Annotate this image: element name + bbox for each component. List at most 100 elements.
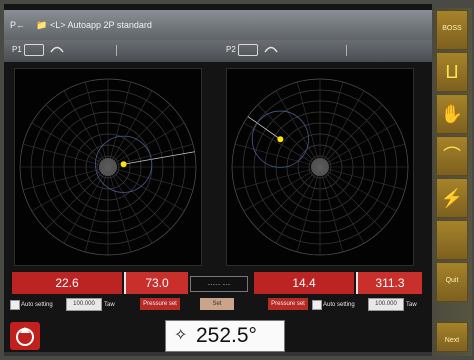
sidebar-button-hand[interactable]: ✋ bbox=[436, 94, 468, 134]
tolerance-ring bbox=[251, 110, 309, 168]
polar-spoke bbox=[296, 166, 321, 253]
angle-value: 252.5° bbox=[196, 324, 257, 347]
polar-spoke bbox=[107, 166, 153, 244]
sidebar-button-arc-shape[interactable]: ⌒ bbox=[436, 136, 468, 176]
position-point bbox=[120, 161, 127, 168]
p2-secondary-readout: 311.3 bbox=[356, 272, 422, 294]
polar-spoke bbox=[45, 166, 109, 230]
lightning-icon: ⚡ bbox=[440, 188, 464, 208]
plot-toolbar: P1 │ P2 │ bbox=[4, 40, 432, 62]
folder-icon: 📁 bbox=[36, 20, 48, 30]
polar-grid-p1 bbox=[19, 78, 197, 256]
sidebar-button-bracket[interactable]: ⨿ bbox=[436, 52, 468, 92]
polar-grid-p2 bbox=[231, 78, 409, 256]
left-auto-label: Auto setting bbox=[21, 302, 53, 308]
polar-spoke bbox=[107, 90, 153, 168]
polar-spoke bbox=[107, 166, 132, 253]
right-pressure-button[interactable]: Pressure set bbox=[268, 298, 308, 310]
home-icon bbox=[16, 327, 34, 346]
left-set-button[interactable]: Set bbox=[200, 298, 234, 310]
left-pressure-button[interactable]: Pressure set bbox=[140, 298, 180, 310]
polar-spoke bbox=[243, 122, 321, 168]
p2-label: P2 bbox=[226, 45, 236, 54]
bottom-strip bbox=[4, 352, 432, 356]
polar-spoke bbox=[31, 166, 109, 212]
left-auto-checkbox[interactable] bbox=[10, 300, 20, 310]
angle-display: ✧ 252.5° bbox=[165, 320, 285, 352]
direction-needle bbox=[123, 151, 195, 165]
polar-plot-p2[interactable] bbox=[226, 68, 414, 266]
sidebar-button-quit[interactable]: Quit bbox=[436, 262, 468, 302]
polar-spoke bbox=[107, 104, 171, 168]
polar-spoke bbox=[257, 104, 321, 168]
sidebar-button-label: Quit bbox=[445, 277, 459, 284]
polar-spoke bbox=[107, 166, 185, 212]
polar-spoke bbox=[319, 143, 406, 168]
hand-icon: ✋ bbox=[440, 104, 464, 124]
right-auto-checkbox[interactable] bbox=[312, 300, 322, 310]
sidebar-button-next[interactable]: Next bbox=[436, 322, 468, 352]
title-bar: P← 📁 <L> Autoapp 2P standard bbox=[4, 10, 432, 40]
polar-spoke bbox=[107, 166, 194, 191]
middle-readout: ........ ..... bbox=[190, 276, 248, 292]
polar-spoke bbox=[31, 122, 109, 168]
polar-spoke bbox=[275, 166, 321, 244]
polar-spoke bbox=[63, 90, 109, 168]
center-marker bbox=[99, 158, 117, 176]
right-auto-label: Auto setting bbox=[323, 302, 355, 308]
bracket-icon: ⨿ bbox=[445, 62, 459, 82]
right-value-field[interactable]: 100.000 bbox=[368, 298, 404, 311]
polar-spoke bbox=[234, 166, 321, 191]
polar-spoke bbox=[319, 90, 365, 168]
sidebar-button-boss[interactable]: BOSS bbox=[436, 10, 468, 50]
polar-spoke bbox=[22, 166, 109, 191]
polar-spoke bbox=[319, 166, 344, 253]
position-point bbox=[277, 136, 284, 143]
polar-spoke bbox=[319, 166, 365, 244]
polar-spoke bbox=[319, 166, 406, 191]
polar-spoke bbox=[296, 81, 321, 168]
p2-arc-icon[interactable] bbox=[264, 45, 278, 53]
polar-spoke bbox=[84, 166, 109, 253]
polar-spoke bbox=[319, 104, 383, 168]
sidebar-button-lightning[interactable]: ⚡ bbox=[436, 178, 468, 218]
p2-frame-icon[interactable] bbox=[238, 44, 258, 56]
sidebar-button-label: Next bbox=[444, 337, 460, 344]
polar-spoke bbox=[45, 104, 109, 168]
page-title: <L> Autoapp 2P standard bbox=[50, 20, 152, 30]
left-unit-label: Taw bbox=[104, 302, 115, 308]
back-mark[interactable]: P← bbox=[10, 20, 26, 30]
polar-spoke bbox=[107, 166, 171, 230]
polar-spoke bbox=[84, 81, 109, 168]
center-marker bbox=[311, 158, 329, 176]
p1-frame-icon[interactable] bbox=[24, 44, 44, 56]
polar-plot-p1[interactable] bbox=[14, 68, 202, 266]
p2-primary-readout: 14.4 bbox=[254, 272, 354, 294]
p1-arc-icon[interactable] bbox=[50, 45, 64, 53]
tolerance-ring bbox=[95, 135, 153, 193]
polar-spoke bbox=[107, 81, 132, 168]
arc-shape-icon: ⌒ bbox=[443, 146, 461, 166]
p1-label: P1 bbox=[12, 45, 22, 54]
sidebar-button-blank[interactable] bbox=[436, 220, 468, 260]
polar-spoke bbox=[22, 143, 109, 168]
direction-needle bbox=[247, 116, 281, 140]
polar-spoke bbox=[319, 166, 383, 230]
p1-secondary-readout: 73.0 bbox=[124, 272, 188, 294]
p1-primary-readout: 22.6 bbox=[12, 272, 122, 294]
polar-spoke bbox=[319, 122, 397, 168]
left-value-field[interactable]: 100.000 bbox=[66, 298, 102, 311]
polar-spoke bbox=[63, 166, 109, 244]
right-unit-label: Taw bbox=[406, 302, 417, 308]
polar-spoke bbox=[319, 166, 397, 212]
polar-spoke bbox=[257, 166, 321, 230]
polar-spoke bbox=[275, 90, 321, 168]
polar-spoke bbox=[234, 143, 321, 168]
polar-spoke bbox=[319, 81, 344, 168]
sidebar-button-label: BOSS bbox=[442, 25, 462, 32]
home-button[interactable] bbox=[10, 322, 40, 350]
p2-pin-icon[interactable]: │ bbox=[344, 45, 350, 55]
p1-pin-icon[interactable]: │ bbox=[114, 45, 120, 55]
polar-spoke bbox=[243, 166, 321, 212]
polar-spoke bbox=[107, 122, 185, 168]
